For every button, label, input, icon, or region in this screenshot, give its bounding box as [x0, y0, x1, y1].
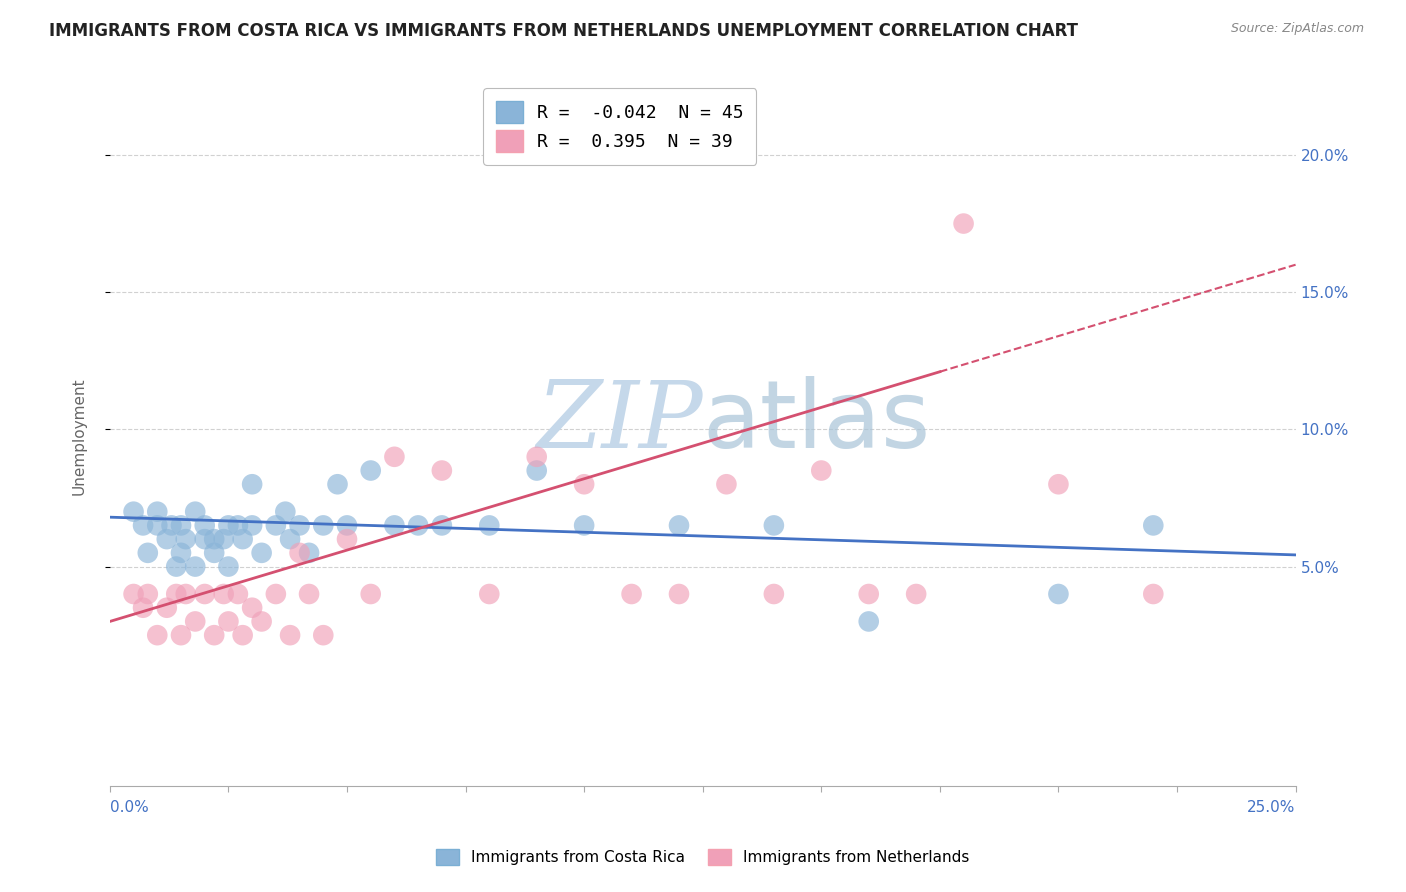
Point	[160, 518, 183, 533]
Point	[232, 532, 254, 546]
Point	[572, 477, 595, 491]
Point	[184, 559, 207, 574]
Point	[298, 587, 321, 601]
Point	[810, 463, 832, 477]
Text: Source: ZipAtlas.com: Source: ZipAtlas.com	[1230, 22, 1364, 36]
Point	[156, 532, 179, 546]
Point	[122, 505, 145, 519]
Point	[762, 518, 785, 533]
Point	[478, 518, 501, 533]
Point	[858, 615, 880, 629]
Point	[232, 628, 254, 642]
Point	[278, 628, 301, 642]
Point	[278, 532, 301, 546]
Point	[240, 477, 263, 491]
Point	[165, 587, 187, 601]
Point	[250, 546, 273, 560]
Point	[202, 532, 225, 546]
Point	[478, 587, 501, 601]
Point	[406, 518, 429, 533]
Point	[716, 477, 738, 491]
Point	[264, 587, 287, 601]
Point	[620, 587, 643, 601]
Point	[384, 450, 406, 464]
Point	[226, 587, 249, 601]
Point	[274, 505, 297, 519]
Point	[952, 217, 974, 231]
Point	[217, 615, 239, 629]
Point	[146, 505, 169, 519]
Point	[336, 518, 359, 533]
Point	[146, 628, 169, 642]
Point	[174, 532, 197, 546]
Point	[430, 518, 453, 533]
Point	[360, 463, 382, 477]
Point	[384, 518, 406, 533]
Point	[1047, 477, 1070, 491]
Text: 25.0%: 25.0%	[1247, 800, 1295, 814]
Point	[217, 518, 239, 533]
Point	[184, 505, 207, 519]
Point	[250, 615, 273, 629]
Point	[288, 546, 311, 560]
Point	[170, 546, 193, 560]
Point	[298, 546, 321, 560]
Point	[202, 628, 225, 642]
Point	[288, 518, 311, 533]
Point	[170, 628, 193, 642]
Point	[132, 600, 155, 615]
Point	[212, 587, 235, 601]
Legend: R =  -0.042  N = 45, R =  0.395  N = 39: R = -0.042 N = 45, R = 0.395 N = 39	[484, 88, 756, 165]
Point	[240, 518, 263, 533]
Point	[668, 587, 690, 601]
Y-axis label: Unemployment: Unemployment	[72, 377, 86, 495]
Point	[264, 518, 287, 533]
Point	[905, 587, 928, 601]
Point	[1142, 518, 1164, 533]
Point	[170, 518, 193, 533]
Point	[312, 518, 335, 533]
Point	[336, 532, 359, 546]
Point	[526, 463, 548, 477]
Point	[858, 587, 880, 601]
Point	[326, 477, 349, 491]
Point	[312, 628, 335, 642]
Point	[194, 518, 217, 533]
Point	[165, 559, 187, 574]
Point	[212, 532, 235, 546]
Point	[762, 587, 785, 601]
Point	[1142, 587, 1164, 601]
Point	[132, 518, 155, 533]
Point	[226, 518, 249, 533]
Point	[360, 587, 382, 601]
Point	[430, 463, 453, 477]
Point	[217, 559, 239, 574]
Point	[194, 532, 217, 546]
Text: 0.0%: 0.0%	[110, 800, 149, 814]
Point	[174, 587, 197, 601]
Point	[184, 615, 207, 629]
Text: ZIP: ZIP	[536, 377, 703, 467]
Text: IMMIGRANTS FROM COSTA RICA VS IMMIGRANTS FROM NETHERLANDS UNEMPLOYMENT CORRELATI: IMMIGRANTS FROM COSTA RICA VS IMMIGRANTS…	[49, 22, 1078, 40]
Point	[668, 518, 690, 533]
Point	[194, 587, 217, 601]
Point	[156, 600, 179, 615]
Point	[1047, 587, 1070, 601]
Legend: Immigrants from Costa Rica, Immigrants from Netherlands: Immigrants from Costa Rica, Immigrants f…	[430, 843, 976, 871]
Point	[202, 546, 225, 560]
Point	[526, 450, 548, 464]
Point	[122, 587, 145, 601]
Point	[136, 587, 159, 601]
Point	[146, 518, 169, 533]
Point	[572, 518, 595, 533]
Point	[240, 600, 263, 615]
Point	[136, 546, 159, 560]
Text: atlas: atlas	[703, 376, 931, 468]
